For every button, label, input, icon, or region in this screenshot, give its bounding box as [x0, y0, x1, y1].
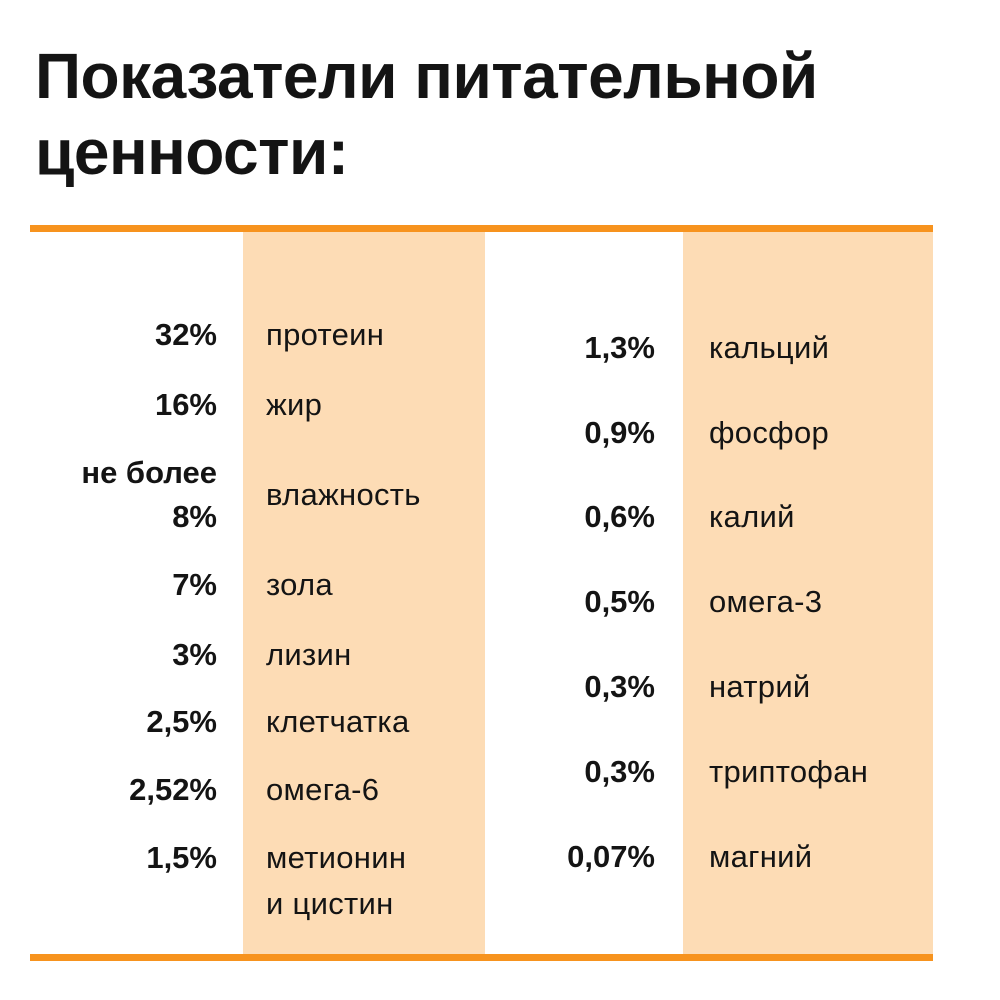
value-line: не более	[81, 455, 217, 490]
value: 0,3%	[584, 754, 655, 789]
title: Показатели питательной ценности:	[35, 38, 818, 190]
bottom-rule	[30, 954, 933, 961]
name: кальций	[709, 330, 830, 365]
value: 0,3%	[584, 669, 655, 704]
value-line: 8%	[172, 499, 217, 534]
name-line: метионин	[266, 840, 407, 875]
name: омега-6	[266, 772, 380, 807]
title-line: ценности:	[35, 116, 349, 188]
value: 0,9%	[584, 415, 655, 450]
value: 0,6%	[584, 499, 655, 534]
name: клетчатка	[266, 704, 410, 739]
name: лизин	[266, 637, 352, 672]
name: метионин и цистин	[266, 835, 406, 927]
right-band	[683, 232, 933, 954]
left-band	[243, 232, 485, 954]
name: жир	[266, 387, 323, 422]
value: не более 8%	[81, 451, 217, 539]
name: калий	[709, 499, 795, 534]
value: 16%	[154, 387, 217, 422]
name: магний	[709, 839, 813, 874]
value: 32%	[154, 317, 217, 352]
name: зола	[266, 567, 333, 602]
name: протеин	[266, 317, 385, 352]
value: 1,5%	[146, 840, 217, 875]
name-line: и цистин	[266, 886, 394, 921]
name: триптофан	[709, 754, 869, 789]
value: 0,07%	[567, 839, 655, 874]
value: 1,3%	[584, 330, 655, 365]
top-rule	[30, 225, 933, 232]
name: омега-3	[709, 584, 823, 619]
title-line: Показатели питательной	[35, 40, 818, 112]
value: 7%	[172, 567, 217, 602]
name: влажность	[266, 477, 421, 512]
value: 2,52%	[129, 772, 217, 807]
value: 0,5%	[584, 584, 655, 619]
value: 3%	[172, 637, 217, 672]
name: фосфор	[709, 415, 830, 450]
value: 2,5%	[146, 704, 217, 739]
name: натрий	[709, 669, 811, 704]
